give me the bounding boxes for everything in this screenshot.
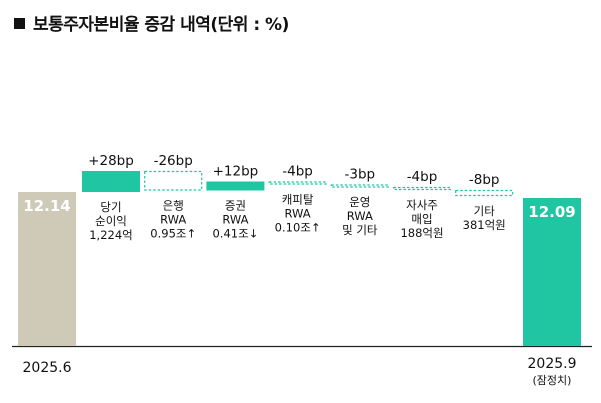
step-description-line: 매입 [411, 212, 432, 226]
step-delta-label: -26bp [154, 153, 193, 169]
step-description-line: 순이익 [95, 214, 127, 228]
step-description-line: RWA [285, 207, 311, 221]
step-bar [330, 184, 389, 188]
step-bar [144, 170, 203, 191]
step-description-line: 기타 [474, 204, 496, 218]
step-bar [268, 181, 327, 185]
step-description-line: 0.10조↑ [275, 221, 321, 235]
end-axis-sublabel: (잠정치) [533, 374, 572, 387]
step-description-line: RWA [160, 213, 186, 227]
chart-title: 보통주자본비율 증감 내역(단위 : %) [14, 10, 289, 35]
step-description-line: 은행 [163, 199, 184, 213]
step-description-line: 및 기타 [342, 223, 378, 237]
step-bar [206, 181, 265, 191]
step-bar [82, 171, 140, 192]
step-description-line: 운영 [349, 195, 370, 209]
step-description-line: 증권 [225, 199, 246, 213]
start-axis-label: 2025.6 [23, 360, 72, 376]
step-description-line: 자사주 [406, 198, 438, 212]
end-bar-value-label: 12.09 [528, 203, 575, 221]
step-description-line: 188억원 [400, 226, 443, 240]
step-delta-label: +12bp [213, 164, 259, 180]
step-delta-label: -4bp [407, 169, 438, 185]
step-description-line: 캐피탈 [282, 193, 314, 207]
step-description-line: RWA [222, 213, 248, 227]
step-description-line: 0.95조↑ [150, 227, 196, 241]
end-axis-label: 2025.9 [528, 356, 577, 372]
step-delta-label: -8bp [469, 172, 500, 188]
step-bar [455, 189, 514, 197]
start-bar [18, 192, 76, 346]
step-delta-label: +28bp [88, 153, 134, 169]
step-description-line: 1,224억 [89, 228, 133, 242]
step-description-line: RWA [347, 209, 373, 223]
step-bar [392, 186, 452, 191]
step-description-line: 381억원 [463, 218, 506, 232]
step-delta-label: -4bp [282, 164, 313, 180]
step-description-line: 0.41조↓ [212, 227, 258, 241]
chart-title-text: 보통주자본비율 증감 내역(단위 : %) [33, 15, 289, 35]
square-bullet-icon [14, 18, 25, 29]
step-delta-label: -3bp [344, 167, 375, 183]
step-description-line: 당기 [100, 200, 121, 214]
start-bar-value-label: 12.14 [23, 197, 70, 215]
end-bar [523, 198, 581, 346]
